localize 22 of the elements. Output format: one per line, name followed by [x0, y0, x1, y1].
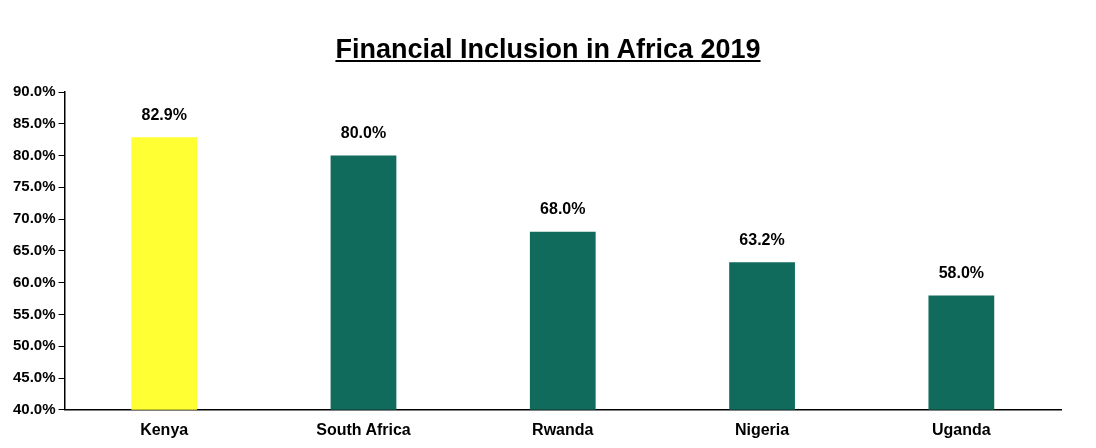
y-tick-label: 85.0%	[12, 113, 56, 131]
x-tick-label: South Africa	[316, 420, 411, 438]
y-tick-label: 70.0%	[12, 209, 56, 227]
y-tick-label: 65.0%	[12, 241, 56, 259]
y-tick-label: 90.0%	[12, 82, 56, 100]
data-label: 58.0%	[938, 263, 985, 281]
y-tick-label: 55.0%	[12, 304, 56, 322]
data-label: 63.2%	[739, 230, 785, 248]
y-tick-label: 75.0%	[12, 177, 56, 195]
data-label: 68.0%	[540, 200, 586, 218]
x-tick-label: Kenya	[140, 420, 189, 438]
y-tick-label: 50.0%	[12, 336, 56, 354]
chart-title: Financial Inclusion in Africa 2019	[335, 34, 761, 64]
y-tick-label: 40.0%	[12, 399, 56, 417]
data-label: 82.9%	[141, 105, 187, 123]
x-tick-label: Nigeria	[734, 420, 790, 438]
y-tick-label: 60.0%	[12, 272, 56, 290]
x-tick-label: Rwanda	[532, 420, 594, 438]
y-tick-label: 45.0%	[12, 368, 56, 386]
data-label: 80.0%	[340, 123, 387, 141]
x-tick-label: Uganda	[932, 420, 991, 438]
y-tick-label: 80.0%	[12, 145, 56, 163]
